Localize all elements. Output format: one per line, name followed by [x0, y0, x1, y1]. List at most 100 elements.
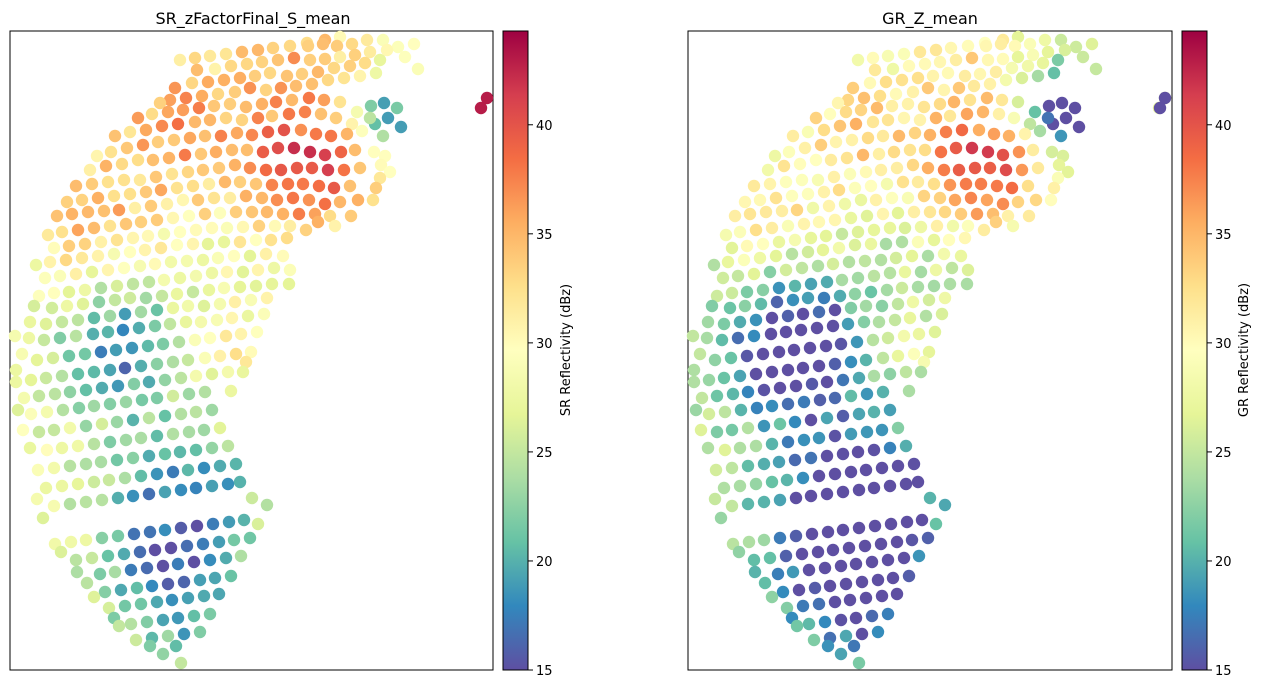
scatter-point	[1036, 56, 1050, 70]
scatter-point	[912, 327, 926, 341]
scatter-point	[243, 249, 257, 263]
scatter-point	[776, 585, 790, 599]
scatter-point	[1031, 69, 1045, 83]
scatter-point	[740, 239, 754, 253]
scatter-point	[885, 191, 899, 205]
scatter-point	[875, 589, 889, 603]
scatter-point	[923, 491, 937, 505]
scatter-point	[78, 283, 92, 297]
scatter-point	[921, 249, 935, 263]
scatter-point	[779, 263, 793, 277]
scatter-point	[881, 113, 895, 127]
scatter-point	[150, 391, 164, 405]
scatter-point	[407, 37, 421, 51]
scatter-point	[1001, 209, 1015, 223]
scatter-point	[918, 57, 932, 71]
scatter-point	[174, 483, 188, 497]
scatter-point	[170, 181, 184, 195]
scatter-point	[374, 158, 388, 172]
scatter-point	[189, 223, 203, 237]
scatter-point	[804, 413, 818, 427]
scatter-point	[788, 453, 802, 467]
scatter-point	[170, 287, 184, 301]
scatter-point	[166, 211, 180, 225]
scatter-point	[852, 521, 866, 535]
scatter-point	[947, 95, 961, 109]
scatter-point	[820, 275, 834, 289]
scatter-point	[718, 443, 732, 457]
scatter-point	[55, 479, 69, 493]
scatter-point	[156, 559, 170, 573]
scatter-point	[168, 81, 182, 95]
scatter-point	[151, 135, 165, 149]
scatter-point	[717, 317, 731, 331]
scatter-point	[930, 219, 944, 233]
scatter-point	[8, 329, 22, 343]
scatter-point	[60, 195, 74, 209]
scatter-point	[139, 123, 153, 137]
scatter-point	[895, 73, 909, 87]
scatter-point	[768, 149, 782, 163]
scatter-point	[899, 439, 913, 453]
scatter-point	[188, 51, 202, 65]
scatter-point	[123, 125, 137, 139]
scatter-point	[725, 286, 739, 300]
scatter-point	[289, 79, 303, 93]
scatter-point	[764, 327, 778, 341]
scatter-point	[859, 463, 873, 477]
scatter-point	[954, 207, 968, 221]
scatter-point	[731, 269, 745, 283]
scatter-point	[187, 555, 201, 569]
scatter-point	[87, 365, 101, 379]
scatter-point	[898, 221, 912, 235]
scatter-point	[976, 105, 990, 119]
scatter-point	[251, 517, 265, 531]
scatter-point	[902, 384, 916, 398]
scatter-point	[701, 315, 715, 329]
scatter-point	[174, 371, 188, 385]
scatter-point	[95, 493, 109, 507]
scatter-point	[95, 531, 109, 545]
scatter-point	[181, 463, 195, 477]
scatter-point	[249, 177, 263, 191]
scatter-point	[99, 159, 113, 173]
scatter-point	[820, 375, 834, 389]
scatter-point	[903, 143, 917, 157]
scatter-point	[836, 523, 850, 537]
scatter-point	[148, 319, 162, 333]
scatter-point	[772, 235, 786, 249]
scatter-point	[955, 123, 969, 137]
scatter-point	[793, 157, 807, 171]
scatter-point	[907, 205, 921, 219]
scatter-point	[144, 199, 158, 213]
scatter-point	[265, 178, 279, 192]
scatter-point	[353, 161, 367, 175]
scatter-point	[872, 315, 886, 329]
scatter-point	[875, 299, 889, 313]
colorbar-tick-label: 30	[536, 337, 553, 352]
scatter-point	[794, 323, 808, 337]
scatter-point	[883, 403, 897, 417]
scatter-point	[839, 105, 853, 119]
scatter-point	[851, 225, 865, 239]
scatter-point	[102, 473, 116, 487]
scatter-point	[219, 551, 233, 565]
scatter-point	[69, 329, 83, 343]
scatter-point	[710, 425, 724, 439]
scatter-point	[812, 597, 826, 611]
scatter-point	[363, 45, 377, 59]
scatter-point	[899, 477, 913, 491]
scatter-point	[79, 533, 93, 547]
scatter-point	[901, 97, 915, 111]
scatter-point	[164, 255, 178, 269]
scatter-point	[245, 128, 259, 142]
scatter-point	[63, 497, 77, 511]
scatter-point	[283, 39, 297, 53]
scatter-point	[166, 465, 180, 479]
scatter-point	[889, 87, 903, 101]
scatter-point	[855, 575, 869, 589]
scatter-point	[143, 639, 157, 653]
scatter-point	[687, 375, 701, 389]
scatter-point	[153, 96, 167, 110]
scatter-point	[101, 549, 115, 563]
